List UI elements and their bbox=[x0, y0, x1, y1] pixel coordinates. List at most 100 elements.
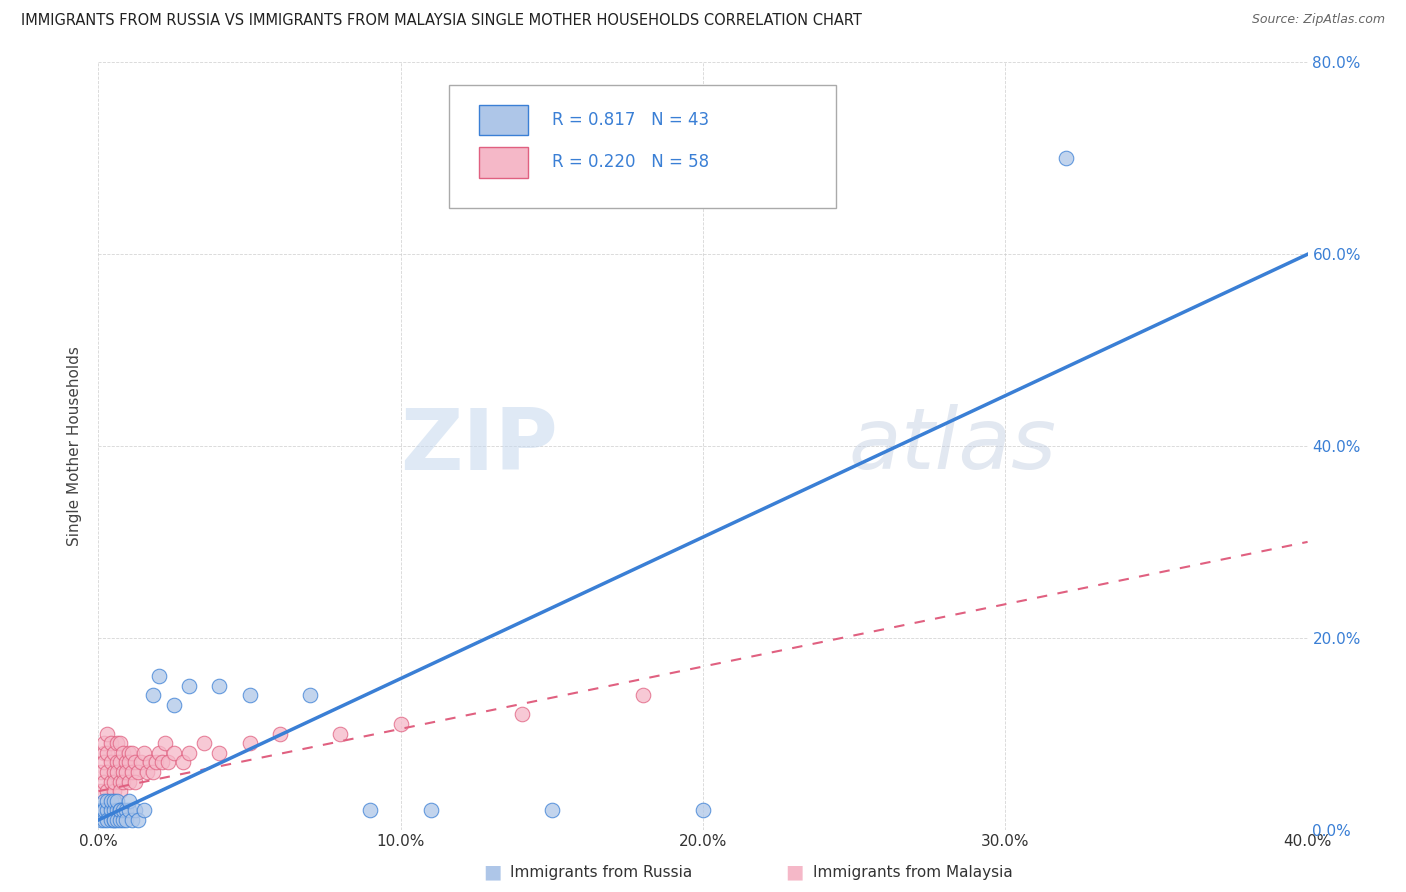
Point bbox=[124, 774, 146, 789]
Point bbox=[179, 746, 201, 760]
Point bbox=[127, 813, 149, 827]
Point bbox=[111, 804, 134, 818]
Point bbox=[100, 794, 122, 808]
Point bbox=[100, 736, 122, 750]
Point bbox=[132, 804, 155, 818]
FancyBboxPatch shape bbox=[449, 86, 837, 208]
Point bbox=[103, 794, 125, 808]
Point bbox=[239, 736, 262, 750]
Point bbox=[150, 756, 173, 770]
Point bbox=[111, 746, 134, 760]
Point bbox=[148, 746, 170, 760]
Point bbox=[114, 804, 136, 818]
Point bbox=[129, 756, 152, 770]
Point bbox=[692, 804, 714, 818]
FancyBboxPatch shape bbox=[479, 147, 527, 178]
Point bbox=[156, 756, 179, 770]
Point bbox=[103, 746, 125, 760]
Point bbox=[631, 689, 654, 703]
Point bbox=[142, 765, 165, 780]
Point bbox=[121, 765, 143, 780]
Point bbox=[96, 746, 118, 760]
Text: ZIP: ZIP bbox=[401, 404, 558, 488]
Point bbox=[108, 804, 131, 818]
Point bbox=[124, 756, 146, 770]
Point bbox=[208, 746, 231, 760]
Point bbox=[90, 765, 112, 780]
Point bbox=[100, 774, 122, 789]
Point bbox=[96, 813, 118, 827]
Point bbox=[103, 784, 125, 798]
Point bbox=[269, 726, 291, 740]
Point bbox=[100, 813, 122, 827]
Point bbox=[139, 756, 162, 770]
FancyBboxPatch shape bbox=[479, 104, 527, 136]
Text: Immigrants from Malaysia: Immigrants from Malaysia bbox=[813, 865, 1012, 880]
Point bbox=[105, 794, 128, 808]
Point bbox=[100, 804, 122, 818]
Point bbox=[103, 813, 125, 827]
Text: Immigrants from Russia: Immigrants from Russia bbox=[510, 865, 693, 880]
Point bbox=[108, 784, 131, 798]
Point bbox=[148, 669, 170, 683]
Point bbox=[103, 765, 125, 780]
Point bbox=[179, 679, 201, 693]
Point bbox=[108, 756, 131, 770]
Point bbox=[239, 689, 262, 703]
Point bbox=[105, 736, 128, 750]
Point bbox=[93, 756, 115, 770]
Point bbox=[124, 804, 146, 818]
Y-axis label: Single Mother Households: Single Mother Households bbox=[67, 346, 83, 546]
Point bbox=[142, 689, 165, 703]
Point bbox=[420, 804, 443, 818]
Point bbox=[93, 813, 115, 827]
Point bbox=[96, 765, 118, 780]
Point bbox=[90, 784, 112, 798]
Point bbox=[163, 698, 186, 712]
Point bbox=[121, 813, 143, 827]
Point bbox=[93, 804, 115, 818]
Point bbox=[93, 746, 115, 760]
Point bbox=[299, 689, 322, 703]
Point bbox=[103, 813, 125, 827]
Point bbox=[96, 794, 118, 808]
Point bbox=[135, 765, 157, 780]
Point bbox=[510, 707, 533, 722]
Point bbox=[163, 746, 186, 760]
Point bbox=[540, 804, 562, 818]
Point bbox=[108, 774, 131, 789]
Point bbox=[1054, 152, 1077, 166]
Point bbox=[118, 794, 141, 808]
Point bbox=[103, 804, 125, 818]
Point bbox=[114, 756, 136, 770]
Point bbox=[118, 756, 141, 770]
Point bbox=[105, 756, 128, 770]
Point bbox=[153, 736, 176, 750]
Point bbox=[145, 756, 167, 770]
Point bbox=[96, 784, 118, 798]
Text: R = 0.817   N = 43: R = 0.817 N = 43 bbox=[551, 111, 709, 129]
Text: IMMIGRANTS FROM RUSSIA VS IMMIGRANTS FROM MALAYSIA SINGLE MOTHER HOUSEHOLDS CORR: IMMIGRANTS FROM RUSSIA VS IMMIGRANTS FRO… bbox=[21, 13, 862, 29]
Point bbox=[118, 804, 141, 818]
Point bbox=[96, 726, 118, 740]
Point bbox=[108, 736, 131, 750]
Point bbox=[172, 756, 194, 770]
Point bbox=[108, 804, 131, 818]
Point bbox=[127, 765, 149, 780]
Point bbox=[114, 813, 136, 827]
Point bbox=[93, 736, 115, 750]
Point bbox=[105, 765, 128, 780]
Point bbox=[389, 717, 412, 731]
Point bbox=[132, 746, 155, 760]
Point bbox=[118, 746, 141, 760]
Point bbox=[105, 804, 128, 818]
Point bbox=[93, 774, 115, 789]
Point bbox=[111, 774, 134, 789]
Point bbox=[90, 804, 112, 818]
Point bbox=[208, 679, 231, 693]
Point bbox=[100, 756, 122, 770]
Point bbox=[360, 804, 382, 818]
Text: ■: ■ bbox=[482, 863, 502, 882]
Point bbox=[108, 813, 131, 827]
Point bbox=[105, 813, 128, 827]
